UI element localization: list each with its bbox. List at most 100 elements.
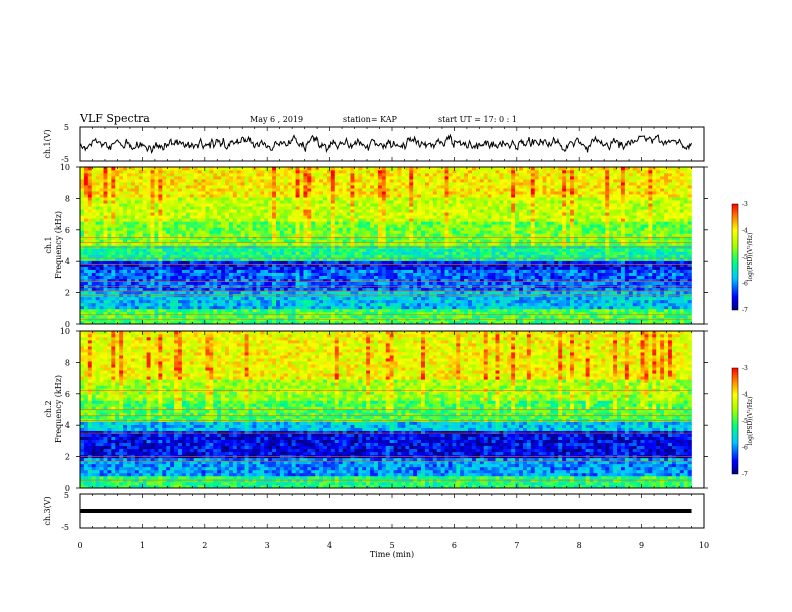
spectrogram-cell xyxy=(315,287,320,292)
spectrogram-cell xyxy=(362,302,367,307)
spectrogram-cell xyxy=(166,170,171,174)
spectrogram-cell xyxy=(424,230,430,234)
spectrogram-cell xyxy=(276,194,281,198)
spectrogram-cell xyxy=(150,182,155,186)
spectrogram-cell xyxy=(193,236,198,240)
spectrogram-cell xyxy=(272,299,277,304)
spectrogram-cell xyxy=(326,260,332,264)
spectrogram-cell xyxy=(377,263,383,267)
spectrogram-cell xyxy=(295,182,300,186)
spectrogram-cell xyxy=(248,215,253,219)
spectrogram-cell xyxy=(319,311,324,316)
spectrogram-cell xyxy=(287,272,292,276)
spectrogram-cell xyxy=(236,299,242,304)
spectrogram-cell xyxy=(428,308,434,313)
spectrogram-cell xyxy=(228,179,234,183)
spectrogram-cell xyxy=(248,302,253,307)
spectrogram-cell xyxy=(134,263,140,267)
spectrogram-cell xyxy=(178,281,183,286)
spectrogram-cell xyxy=(374,287,379,292)
spectrogram-cell xyxy=(150,176,155,180)
spectrogram-cell xyxy=(330,287,336,292)
spectrogram-cell xyxy=(111,206,116,210)
spectrogram-cell xyxy=(417,242,422,246)
spectrogram-cell xyxy=(323,188,328,192)
spectrogram-cell xyxy=(432,299,438,304)
spectrogram-cell xyxy=(370,299,375,304)
spectrogram-cell xyxy=(123,263,128,267)
spectrogram-cell xyxy=(138,269,144,273)
spectrogram-cell xyxy=(444,299,449,304)
ch1-ytick-bottom: -5 xyxy=(61,155,69,164)
spectrogram-cell xyxy=(448,182,453,186)
spectrogram-cell xyxy=(350,320,355,325)
spectrogram-cell xyxy=(162,224,167,228)
spectrogram-cell xyxy=(401,263,406,267)
spectrogram-cell xyxy=(236,182,242,186)
spectrogram-cell xyxy=(354,230,359,234)
spectrogram-cell xyxy=(303,260,308,264)
spectrogram-cell xyxy=(103,215,108,219)
spectrogram-cell xyxy=(146,287,151,292)
spectrogram-cell xyxy=(350,290,355,295)
spectrogram-cell xyxy=(342,272,347,276)
spectrogram-cell xyxy=(276,227,281,231)
spectrogram-cell xyxy=(377,254,383,258)
spectrogram-cell xyxy=(248,194,253,198)
spectrogram-cell xyxy=(268,173,273,177)
spectrogram-cell xyxy=(362,224,367,228)
spectrogram-cell xyxy=(272,281,277,286)
spectrogram-cell xyxy=(170,281,175,286)
spectrogram-cell xyxy=(80,185,85,189)
spectrogram-cell xyxy=(279,185,285,189)
spectrogram-cell xyxy=(276,272,281,276)
spectrogram-cell xyxy=(178,194,183,198)
spectrogram-cell xyxy=(99,191,104,195)
spectrogram-cell xyxy=(213,179,218,183)
spectrogram-cell xyxy=(154,224,159,228)
spectrogram-cell xyxy=(119,182,124,186)
spectrogram-cell xyxy=(166,173,171,177)
spectrogram-cell xyxy=(150,170,155,174)
spectrogram-cell xyxy=(174,299,179,304)
spectrogram-cell xyxy=(303,251,308,255)
spectrogram-cell xyxy=(268,191,273,195)
spectrogram-cell xyxy=(127,257,132,261)
spectrogram-cell xyxy=(279,197,285,201)
spectrogram-cell xyxy=(201,248,206,252)
spectrogram-cell xyxy=(346,197,351,201)
spectrogram-cell xyxy=(307,170,312,174)
spectrogram-cell xyxy=(178,302,183,307)
spectrogram-cell xyxy=(95,305,100,310)
spectrogram-cell xyxy=(91,266,96,270)
spectrogram-cell xyxy=(80,278,85,283)
spectrogram-cell xyxy=(158,320,163,325)
spectrogram-cell xyxy=(154,251,159,255)
spectrogram-cell xyxy=(323,191,328,195)
spectrogram-cell xyxy=(138,254,144,258)
spectrogram-cell xyxy=(405,209,410,213)
spectrogram-cell xyxy=(130,173,136,177)
spectrogram-cell xyxy=(228,263,234,267)
spectrogram-cell xyxy=(405,314,410,319)
spectrogram-cell xyxy=(358,227,363,231)
spectrogram-cell xyxy=(87,221,93,225)
spectrogram-cell xyxy=(80,194,85,198)
spectrogram-cell xyxy=(217,188,222,192)
spectrogram-cell xyxy=(421,215,426,219)
spectrogram-cell xyxy=(162,170,167,174)
spectrogram-cell xyxy=(225,170,230,174)
spectrogram-cell xyxy=(295,179,300,183)
spectrogram-cell xyxy=(358,203,363,207)
spectrogram-cell xyxy=(158,314,163,319)
spectrogram-cell xyxy=(91,185,96,189)
spectrogram-cell xyxy=(421,179,426,183)
spectrogram-cell xyxy=(264,272,269,276)
spectrogram-cell xyxy=(354,308,359,313)
spectrogram-cell xyxy=(424,305,430,310)
spectrogram-cell xyxy=(111,272,116,276)
spectrogram-cell xyxy=(83,260,89,264)
spectrogram-cell xyxy=(185,242,191,246)
spectrogram-cell xyxy=(134,299,140,304)
spectrogram-cell xyxy=(381,281,387,286)
